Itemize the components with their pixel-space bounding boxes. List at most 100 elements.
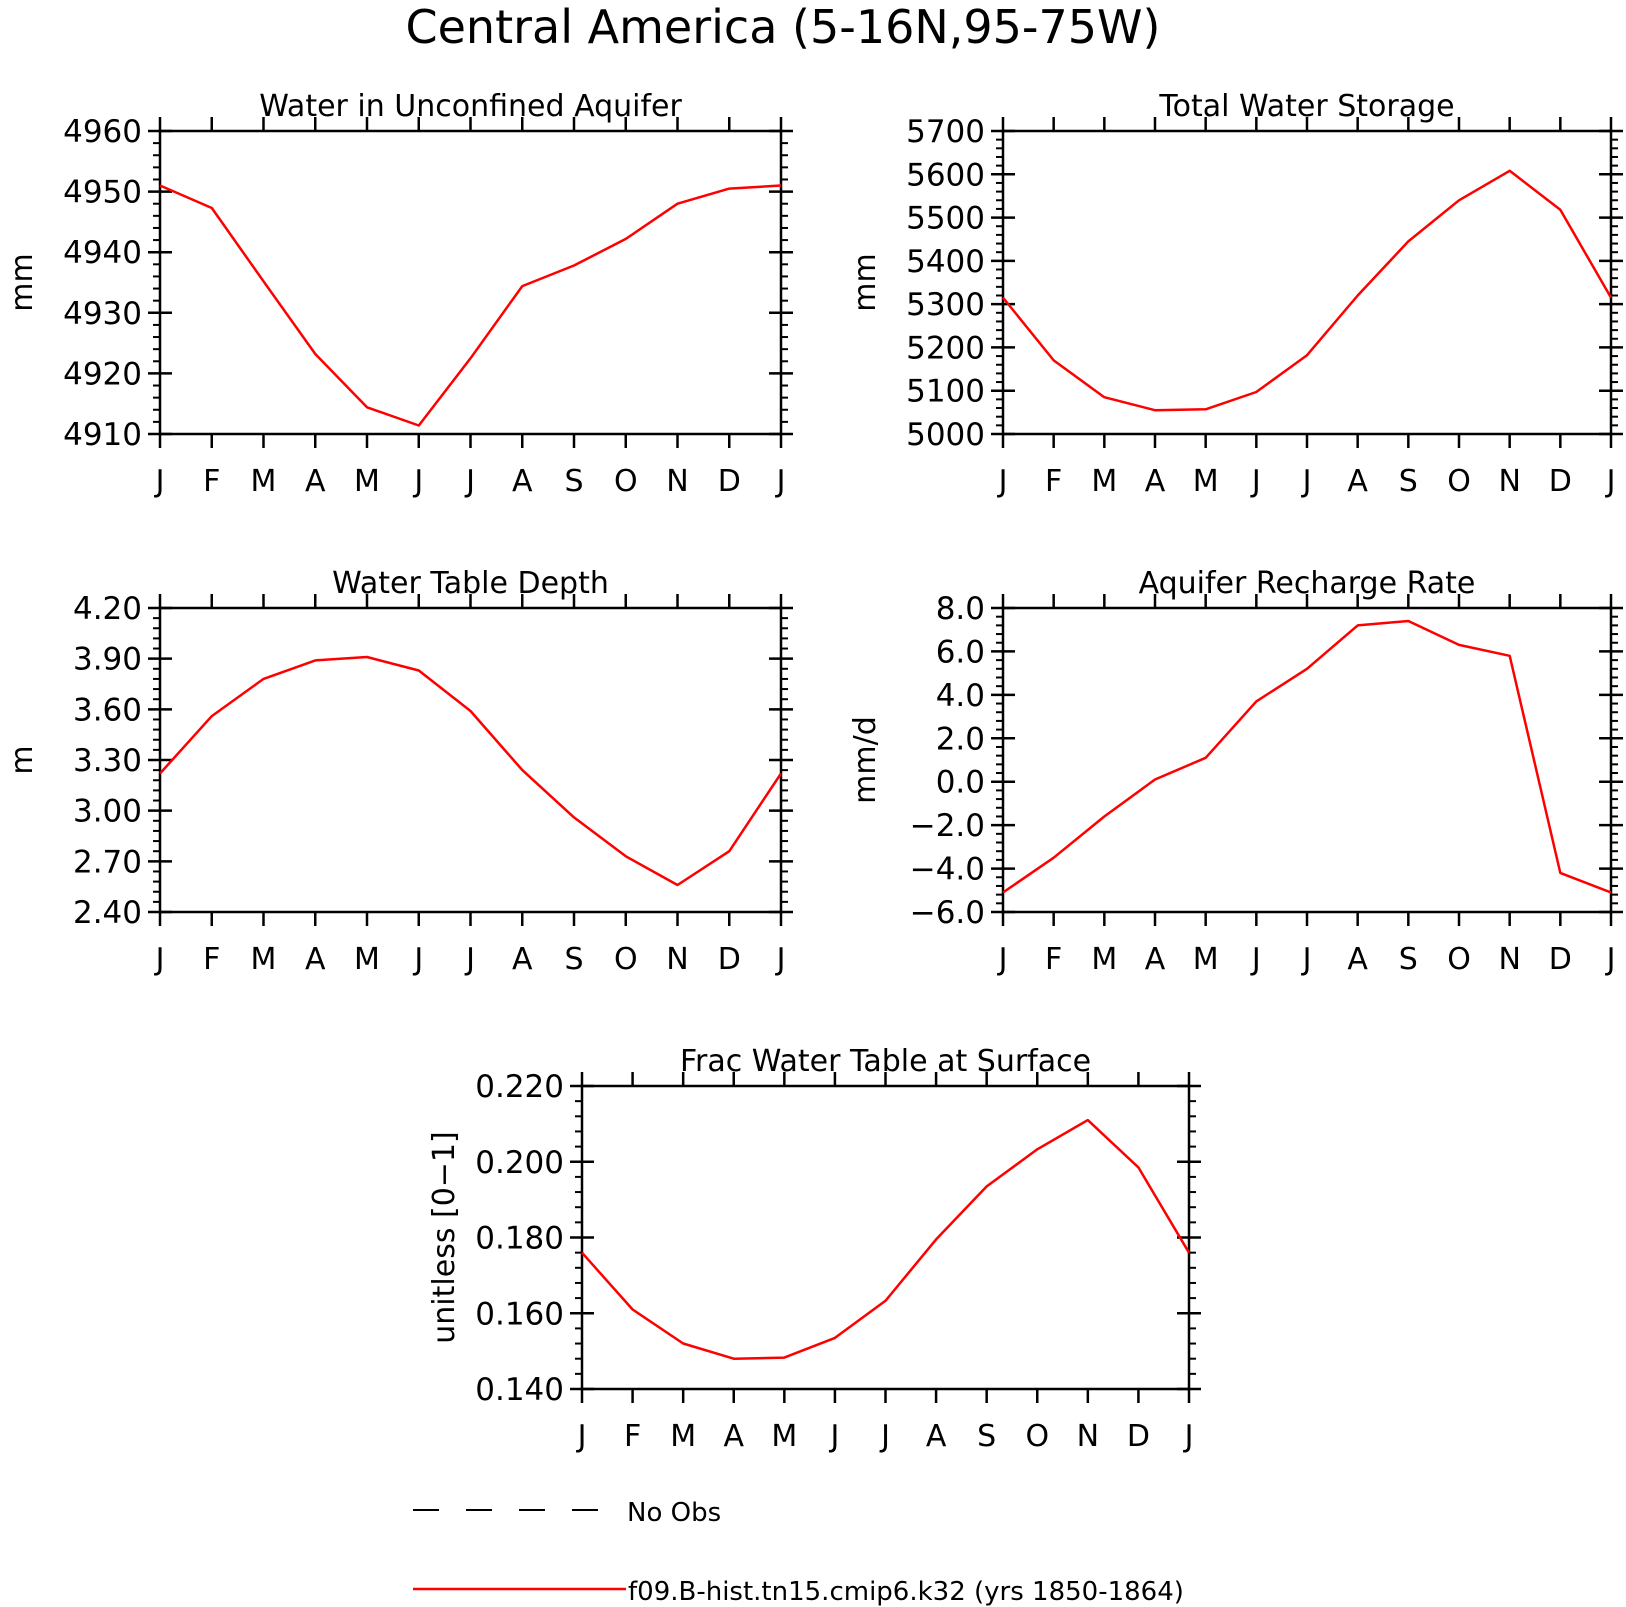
y-tick-label: 0.140 bbox=[475, 1372, 564, 1408]
x-tick-label: A bbox=[512, 464, 533, 499]
y-tick-label: 4930 bbox=[63, 296, 142, 332]
x-tick-label: J bbox=[412, 464, 423, 499]
y-axis-label: m bbox=[5, 745, 40, 774]
x-tick-label: D bbox=[718, 942, 741, 977]
y-tick-label: 0.0 bbox=[936, 765, 985, 801]
x-tick-label: S bbox=[564, 464, 583, 499]
y-tick-label: 3.60 bbox=[73, 692, 142, 728]
x-tick-label: S bbox=[564, 942, 583, 977]
x-tick-label: F bbox=[203, 942, 220, 977]
y-tick-label: −4.0 bbox=[910, 852, 985, 888]
x-tick-label: D bbox=[718, 464, 741, 499]
x-tick-label: A bbox=[305, 942, 326, 977]
x-tick-label: O bbox=[1447, 464, 1471, 499]
x-tick-label: N bbox=[666, 942, 688, 977]
y-tick-label: 4950 bbox=[63, 175, 142, 211]
x-tick-label: F bbox=[1045, 464, 1062, 499]
x-tick-label: M bbox=[771, 1419, 797, 1454]
y-tick-label: 5400 bbox=[906, 244, 985, 280]
x-tick-label: J bbox=[775, 942, 786, 977]
y-tick-label: 5000 bbox=[906, 417, 985, 453]
x-tick-label: O bbox=[1025, 1419, 1049, 1454]
y-tick-label: 5200 bbox=[906, 330, 985, 366]
y-tick-label: 0.220 bbox=[475, 1069, 564, 1105]
x-tick-label: M bbox=[354, 464, 380, 499]
x-tick-label: M bbox=[251, 942, 277, 977]
plot-frame bbox=[158, 129, 783, 436]
legend-label-model: f09.B-hist.tn15.cmip6.k32 (yrs 1850-1864… bbox=[628, 1577, 1184, 1607]
y-tick-label: 4940 bbox=[63, 235, 142, 271]
y-tick-label: 4920 bbox=[63, 356, 142, 392]
x-tick-label: J bbox=[1301, 942, 1312, 977]
y-axis-label: unitless [0−1] bbox=[427, 1131, 462, 1343]
y-tick-label: 5600 bbox=[906, 157, 985, 193]
y-tick-label: 3.90 bbox=[73, 642, 142, 678]
x-tick-label: D bbox=[1549, 942, 1572, 977]
x-tick-label: D bbox=[1549, 464, 1572, 499]
y-tick-label: 5100 bbox=[906, 374, 985, 410]
y-axis-label: mm bbox=[5, 253, 40, 311]
x-tick-label: A bbox=[1145, 942, 1166, 977]
series-line-1 bbox=[159, 655, 783, 887]
chart-panel-2: Total Water Storagemm5000510052005300540… bbox=[848, 89, 1623, 499]
x-tick-label: N bbox=[1077, 1419, 1099, 1454]
x-tick-label: M bbox=[354, 942, 380, 977]
x-tick-label: J bbox=[464, 942, 475, 977]
x-tick-label: J bbox=[154, 464, 165, 499]
x-tick-label: F bbox=[624, 1419, 641, 1454]
series-line-1 bbox=[1002, 619, 1612, 894]
x-tick-label: J bbox=[1605, 942, 1616, 977]
x-tick-label: F bbox=[1045, 942, 1062, 977]
x-tick-label: J bbox=[1250, 942, 1261, 977]
y-tick-label: 8.0 bbox=[936, 591, 985, 627]
y-tick-label: 0.180 bbox=[475, 1221, 564, 1257]
plot-frame bbox=[580, 1084, 1191, 1391]
x-tick-label: A bbox=[926, 1419, 947, 1454]
x-tick-label: N bbox=[1498, 942, 1520, 977]
y-tick-label: 3.30 bbox=[73, 743, 142, 779]
y-tick-label: −2.0 bbox=[910, 808, 985, 844]
chart-panel-4: Aquifer Recharge Ratemm/d−6.0−4.0−2.00.0… bbox=[848, 566, 1623, 977]
plot-frame bbox=[1001, 606, 1613, 914]
x-tick-label: M bbox=[1193, 464, 1219, 499]
x-tick-label: J bbox=[775, 464, 786, 499]
x-tick-label: A bbox=[1145, 464, 1166, 499]
x-tick-label: S bbox=[1399, 942, 1418, 977]
x-tick-label: O bbox=[614, 942, 638, 977]
series-line-1 bbox=[581, 1118, 1191, 1360]
x-tick-label: J bbox=[1301, 464, 1312, 499]
x-tick-label: J bbox=[412, 942, 423, 977]
x-tick-label: M bbox=[1091, 942, 1117, 977]
x-tick-label: J bbox=[464, 464, 475, 499]
series-line-1 bbox=[159, 184, 782, 427]
x-tick-label: J bbox=[154, 942, 165, 977]
x-tick-label: J bbox=[576, 1419, 587, 1454]
x-tick-label: O bbox=[614, 464, 638, 499]
x-tick-label: J bbox=[1250, 464, 1261, 499]
chart-panel-3: Water Table Depthm2.402.703.003.303.603.… bbox=[5, 566, 793, 977]
figure-title: Central America (5-16N,95-75W) bbox=[406, 0, 1161, 54]
x-tick-label: O bbox=[1447, 942, 1471, 977]
x-tick-label: S bbox=[977, 1419, 996, 1454]
y-tick-label: 4960 bbox=[63, 114, 142, 150]
y-ticks: 4910 4920 4930 4940 4950 4960 bbox=[63, 114, 793, 453]
y-ticks: 0.140 0.160 0.180 0.200 0.220 bbox=[475, 1069, 1201, 1408]
y-tick-label: 4.20 bbox=[73, 591, 142, 627]
x-tick-label: J bbox=[997, 464, 1008, 499]
y-axis-label: mm/d bbox=[848, 716, 883, 804]
y-tick-label: 2.70 bbox=[73, 844, 142, 880]
y-tick-label: 2.40 bbox=[73, 895, 142, 931]
x-tick-label: F bbox=[203, 464, 220, 499]
x-tick-label: J bbox=[828, 1419, 839, 1454]
x-tick-label: A bbox=[512, 942, 533, 977]
x-tick-label: J bbox=[879, 1419, 890, 1454]
x-tick-label: M bbox=[670, 1419, 696, 1454]
y-tick-label: 0.200 bbox=[475, 1145, 564, 1181]
y-tick-label: 6.0 bbox=[936, 634, 985, 670]
